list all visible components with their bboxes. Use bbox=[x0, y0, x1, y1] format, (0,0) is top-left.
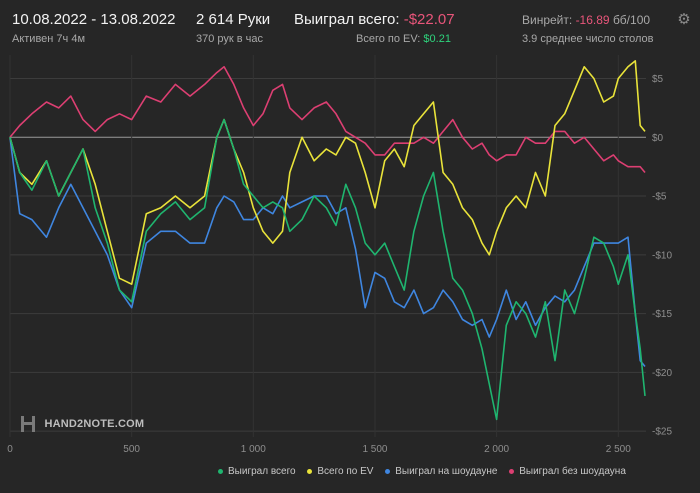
legend-item-won-total[interactable]: Выиграл всего bbox=[218, 466, 296, 477]
won-total-value: -$22.07 bbox=[403, 11, 455, 28]
active-time: Активен 7ч 4м bbox=[12, 33, 86, 45]
won-total-label: Выиграл всего: bbox=[294, 11, 400, 28]
avg-tables: 3.9 среднее число столов bbox=[522, 33, 654, 45]
y-tick-label: -$20 bbox=[652, 368, 672, 379]
legend-label: Всего по EV bbox=[317, 466, 374, 477]
y-tick-label: $5 bbox=[652, 74, 664, 85]
legend-label: Выиграл на шоудауне bbox=[395, 466, 498, 477]
legend-swatch bbox=[218, 468, 223, 474]
y-tick-label: -$5 bbox=[652, 192, 667, 203]
logo-icon bbox=[20, 415, 36, 433]
hands-count: 2 614 Руки bbox=[196, 11, 271, 28]
plot-area bbox=[10, 55, 646, 437]
legend-item-non-showdown[interactable]: Выиграл без шоудауна bbox=[509, 466, 626, 477]
legend-swatch bbox=[509, 468, 515, 474]
legend-label: Выиграл всего bbox=[228, 466, 296, 477]
winrate-value: -16.89 bbox=[575, 13, 610, 27]
ev-label: Всего по EV: bbox=[356, 33, 421, 45]
legend-swatch bbox=[307, 468, 313, 474]
legend-swatch bbox=[385, 468, 391, 474]
y-tick-label: -$25 bbox=[652, 427, 672, 438]
summary-header: 10.08.2022 - 13.08.2022 Активен 7ч 4м 2 … bbox=[0, 0, 700, 52]
series-line-non-showdown bbox=[9, 66, 646, 174]
ev-value: $0.21 bbox=[423, 33, 451, 45]
legend-label: Выиграл без шоудауна bbox=[519, 466, 626, 477]
winrate: Винрейт: -16.89 бб/100 bbox=[522, 13, 650, 27]
y-tick-label: $0 bbox=[652, 133, 664, 144]
series-line-showdown bbox=[9, 137, 646, 368]
gear-icon[interactable]: ⚙ bbox=[677, 11, 691, 28]
legend-item-showdown[interactable]: Выиграл на шоудауне bbox=[385, 466, 497, 477]
x-tick-label: 2 000 bbox=[484, 444, 509, 455]
logo: HAND2NOTE.COM bbox=[20, 415, 144, 435]
hands-per-hour: 370 рук в час bbox=[196, 33, 264, 45]
y-tick-label: -$10 bbox=[652, 250, 672, 261]
logo-text: HAND2NOTE.COM bbox=[44, 418, 145, 430]
x-tick-label: 1 500 bbox=[362, 444, 387, 455]
won-total: Выиграл всего: -$22.07 bbox=[294, 11, 455, 28]
y-tick-label: -$15 bbox=[652, 309, 672, 320]
x-tick-label: 500 bbox=[123, 444, 140, 455]
legend-item-ev[interactable]: Всего по EV bbox=[307, 466, 373, 477]
x-tick-label: 2 500 bbox=[606, 444, 631, 455]
winrate-unit: бб/100 bbox=[612, 13, 651, 27]
series-line-ev bbox=[9, 60, 646, 286]
date-range: 10.08.2022 - 13.08.2022 bbox=[12, 11, 176, 28]
x-tick-label: 0 bbox=[7, 444, 13, 455]
ev-total: Всего по EV: $0.21 bbox=[356, 33, 451, 45]
winrate-label: Винрейт: bbox=[522, 13, 573, 27]
series-line-won-total bbox=[9, 118, 646, 421]
x-tick-label: 1 000 bbox=[241, 444, 266, 455]
chart-legend: Выиграл всего Всего по EV Выиграл на шоу… bbox=[218, 466, 635, 480]
